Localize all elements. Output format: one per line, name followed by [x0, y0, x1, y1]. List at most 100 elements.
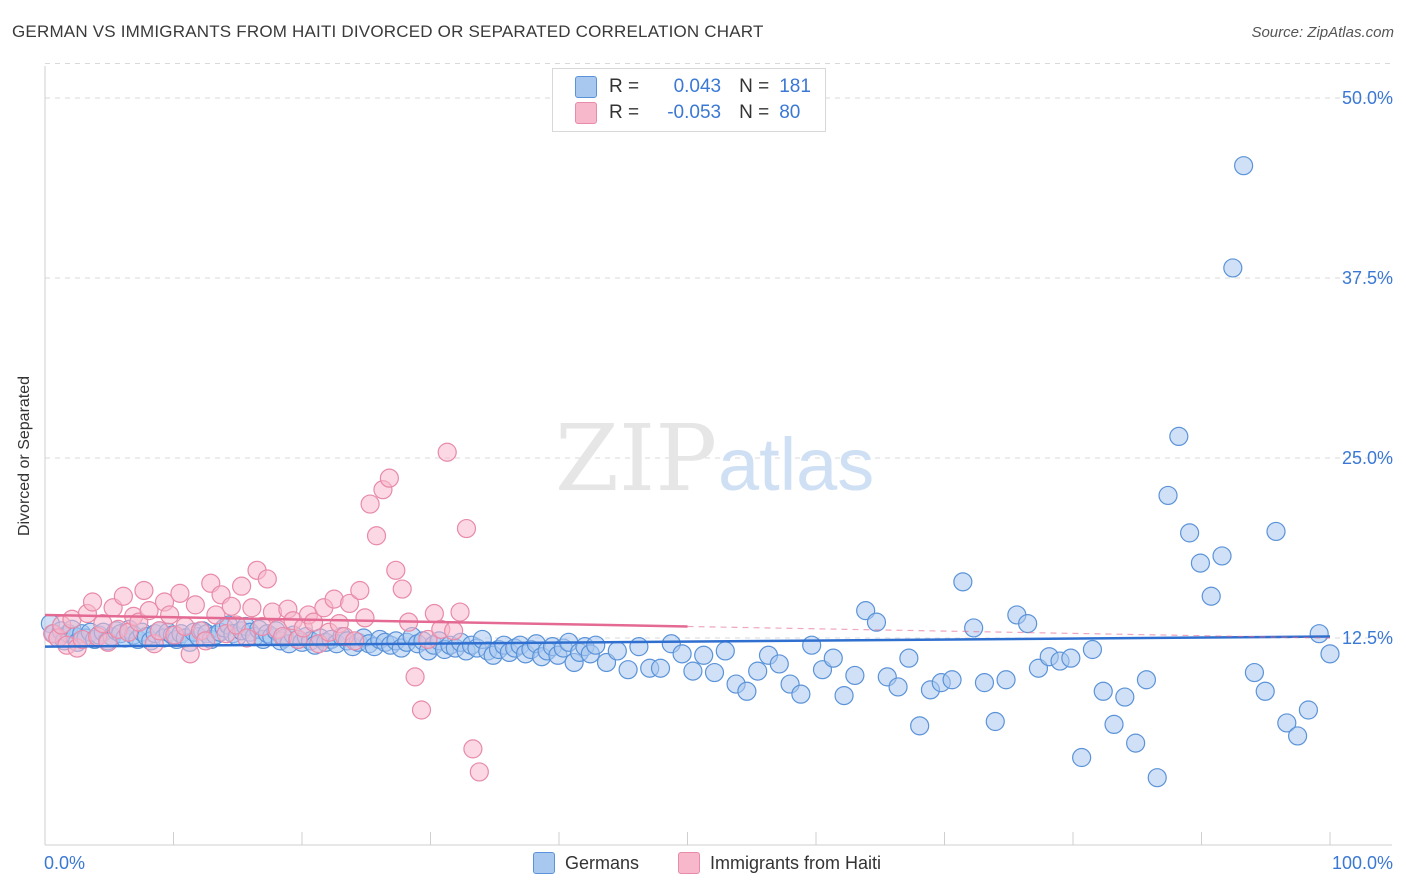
data-point: [1288, 726, 1308, 746]
data-point: [942, 670, 962, 690]
data-point: [303, 612, 324, 632]
data-point: [694, 645, 714, 665]
data-point: [392, 579, 412, 599]
data-point: [1072, 747, 1092, 768]
data-point: [1234, 156, 1254, 176]
data-point: [170, 583, 190, 603]
n-value: 80: [779, 102, 801, 123]
data-point: [1244, 662, 1265, 683]
data-point: [650, 658, 671, 678]
legend-label-haiti: Immigrants from Haiti: [710, 852, 882, 873]
data-point: [748, 661, 768, 681]
data-point: [1309, 624, 1329, 644]
legend-item-germans[interactable]: Germans: [533, 852, 639, 874]
data-point: [1169, 426, 1189, 446]
data-point: [586, 635, 606, 655]
data-point: [450, 602, 470, 622]
stats-legend: R = 0.043 N = 181 R = -0.053 N = 80: [552, 68, 826, 132]
data-point: [1115, 687, 1135, 707]
data-point: [1147, 768, 1167, 788]
data-point: [1320, 644, 1340, 664]
germans-swatch: [575, 76, 597, 98]
data-point: [366, 526, 387, 546]
stats-row-germans: R = 0.043 N = 181: [575, 74, 811, 100]
y-tick-label: 50.0%: [1342, 88, 1393, 108]
data-point: [823, 648, 843, 668]
data-point: [242, 598, 262, 618]
data-point: [618, 660, 638, 680]
data-point: [257, 569, 277, 589]
watermark-zip: ZIP: [555, 405, 717, 512]
data-point: [910, 716, 930, 736]
data-point: [845, 665, 865, 686]
data-point: [226, 615, 247, 635]
data-point: [139, 601, 159, 621]
data-point: [769, 654, 789, 674]
data-point: [1255, 681, 1275, 701]
y-tick-label: 12.5%: [1342, 628, 1393, 648]
germans-swatch: [533, 852, 555, 874]
data-point: [834, 685, 854, 706]
data-point: [1298, 700, 1319, 720]
data-point: [386, 560, 406, 580]
x-tick-label: 0.0%: [44, 853, 85, 873]
data-point: [1223, 258, 1243, 278]
data-point: [1180, 523, 1200, 543]
data-point: [160, 605, 180, 625]
data-point: [737, 681, 757, 701]
bottom-legend: Germans Immigrants from Haiti: [0, 852, 1406, 876]
stats-row-haiti: R = -0.053 N = 80: [575, 100, 800, 126]
data-point: [802, 635, 822, 655]
data-point: [221, 596, 241, 616]
data-point: [456, 518, 477, 539]
data-point: [866, 612, 887, 632]
data-point: [964, 618, 984, 638]
data-point: [1104, 714, 1124, 735]
data-point: [953, 572, 973, 592]
r-value: -0.053: [667, 102, 722, 123]
y-tick-label: 25.0%: [1342, 448, 1393, 468]
data-point: [1018, 613, 1038, 634]
data-point: [672, 644, 692, 664]
chart-title: GERMAN VS IMMIGRANTS FROM HAITI DIVORCED…: [12, 22, 764, 41]
data-point: [791, 684, 811, 704]
data-point: [629, 637, 649, 657]
data-point: [715, 641, 735, 661]
haiti-trend-line: [44, 613, 688, 628]
legend-item-haiti[interactable]: Immigrants from Haiti: [678, 852, 881, 874]
n-label: N =: [739, 102, 770, 123]
data-point: [1082, 639, 1103, 660]
data-point: [405, 667, 425, 687]
axes: [44, 66, 1392, 846]
haiti-trend-extension: [687, 625, 1331, 639]
data-point: [232, 576, 252, 596]
data-point: [704, 662, 725, 683]
data-point: [82, 592, 103, 612]
data-point: [237, 628, 257, 648]
germans-trend-line: [44, 635, 1331, 648]
data-point: [888, 677, 908, 697]
trend-lines: [44, 613, 1331, 648]
series-haiti: [43, 442, 489, 782]
data-point: [339, 593, 360, 614]
data-point: [1061, 648, 1081, 668]
data-point: [185, 595, 205, 615]
haiti-swatch: [575, 102, 597, 124]
data-point: [899, 648, 919, 668]
data-point: [1158, 485, 1178, 506]
grid-lines: [45, 62, 1392, 639]
data-point: [411, 700, 432, 720]
data-point: [463, 739, 483, 759]
data-point: [444, 621, 464, 641]
data-point: [113, 586, 133, 606]
tick-labels: 12.5% 25.0% 37.5% 50.0% 0.0% 100.0%: [44, 88, 1393, 873]
r-label: R =: [609, 102, 640, 123]
legend-label-germans: Germans: [565, 852, 640, 873]
data-point: [1136, 670, 1157, 690]
x-tick-label: 100.0%: [1332, 853, 1393, 873]
data-point: [996, 670, 1016, 690]
data-point: [206, 605, 226, 625]
data-point: [379, 468, 399, 488]
data-point: [360, 494, 380, 514]
